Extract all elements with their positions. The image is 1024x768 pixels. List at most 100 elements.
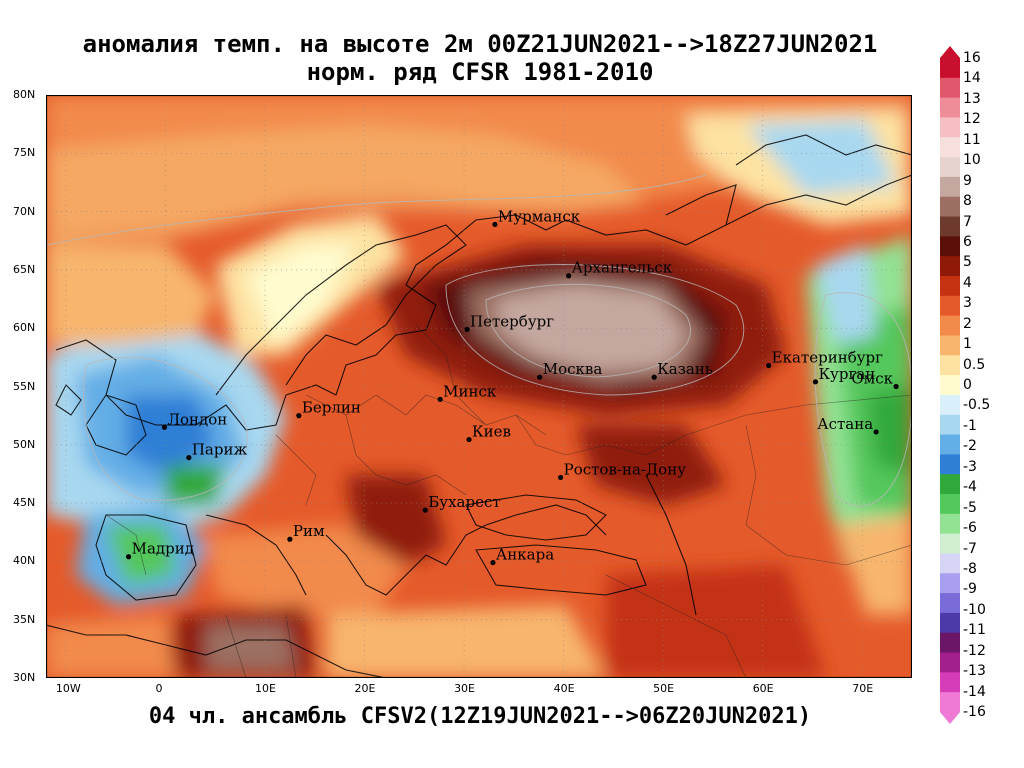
city-label: Берлин [302, 399, 361, 417]
lat-tick-label: 80N [13, 88, 36, 101]
colorbar-label: 16 [963, 50, 981, 66]
colorbar-swatch [940, 593, 960, 614]
colorbar-label: 6 [963, 233, 972, 250]
colorbar-label: -14 [963, 683, 986, 700]
city-label: Омск [851, 370, 893, 388]
colorbar-swatch [940, 157, 960, 178]
colorbar-label: 8 [963, 193, 972, 210]
city-label: Астана [817, 415, 873, 433]
colorbar-label: 9 [963, 172, 972, 189]
colorbar-label: -3 [963, 458, 977, 475]
colorbar-label: -12 [963, 642, 986, 659]
colorbar-swatch [940, 58, 960, 79]
colorbar-swatch [940, 375, 960, 396]
colorbar-label: 11 [963, 131, 981, 148]
colorbar-label: 2 [963, 315, 972, 332]
city-marker [565, 273, 572, 279]
city-marker [537, 374, 543, 380]
city-marker [186, 455, 192, 461]
colorbar-label: -9 [963, 581, 977, 598]
city-layer: Мурманск Архангельск Петербург Москва Казань… [126, 207, 899, 566]
colorbar-label: -4 [963, 479, 977, 496]
colorbar-arrow-bottom [940, 712, 960, 724]
colorbar-label: -5 [963, 499, 977, 516]
colorbar-label: 7 [963, 213, 972, 230]
colorbar-swatch [940, 414, 960, 436]
city-label: Казань [657, 360, 713, 378]
lon-tick-label: 30E [454, 682, 476, 695]
lon-tick-label: 20E [354, 682, 376, 695]
colorbar [940, 46, 960, 724]
colorbar-label: -2 [963, 438, 977, 455]
city-label: Рим [293, 522, 325, 540]
lat-tick-label: 50N [13, 437, 36, 451]
lat-tick-label: 75N [13, 146, 36, 160]
lat-tick-label: 45N [13, 496, 36, 510]
city-label: Лондон [167, 410, 227, 428]
colorbar-label: -1 [963, 417, 977, 434]
colorbar-label: 12 [963, 111, 981, 128]
colorbar-swatch [940, 295, 960, 317]
city-marker [490, 559, 496, 566]
colorbar-label: -10 [963, 601, 986, 618]
city-marker [161, 424, 168, 430]
colorbar-label: -0.5 [963, 397, 991, 414]
city-marker [464, 326, 470, 332]
map-grid [46, 95, 912, 678]
lon-tick-label: 70E [852, 682, 874, 695]
city-marker [126, 554, 132, 560]
colorbar-label: 5 [963, 254, 972, 271]
colorbar-swatch [940, 335, 960, 356]
city-label: Мадрид [132, 540, 194, 558]
city-marker [437, 396, 443, 402]
colorbar-swatch [940, 256, 960, 277]
colorbar-label: 3 [963, 295, 972, 312]
colorbar-label: 4 [963, 274, 972, 291]
colorbar-swatch [940, 276, 960, 297]
lat-tick-label: 60N [13, 321, 36, 335]
lat-tick-label: 70N [13, 204, 36, 218]
colorbar-swatch [940, 612, 960, 634]
lon-tick-label: 60E [752, 682, 774, 695]
city-label: Париж [192, 441, 248, 459]
lat-tick-label: 35N [13, 612, 36, 626]
lon-tick-label: 10E [254, 682, 276, 695]
lon-tick-label: 0 [155, 682, 163, 695]
city-label: Москва [543, 360, 603, 378]
lat-tick-label: 55N [13, 379, 36, 393]
city-label: Мурманск [498, 207, 581, 225]
colorbar-swatch [940, 77, 960, 99]
city-marker [873, 429, 879, 435]
colorbar-swatch [940, 553, 960, 574]
city-marker [296, 413, 302, 419]
colorbar-arrow-top [940, 46, 960, 58]
colorbar-label: 0.5 [963, 356, 986, 373]
colorbar-label: 1 [963, 336, 972, 353]
colorbar-swatch [940, 394, 960, 416]
city-marker [466, 436, 472, 443]
colorbar-swatch [940, 315, 960, 336]
city-label: Архангельск [572, 259, 673, 277]
city-marker [287, 536, 293, 542]
city-label: Петербург [470, 312, 554, 330]
colorbar-swatch [940, 494, 960, 515]
colorbar-swatch [940, 533, 960, 554]
lon-tick-label: 10W [55, 682, 81, 695]
lat-tick-label: 30N [13, 671, 36, 684]
colorbar-swatch [940, 216, 960, 237]
colorbar-label: 13 [963, 90, 981, 107]
colorbar-swatch [940, 454, 960, 475]
colorbar-label: 0 [963, 377, 972, 393]
city-marker [558, 474, 564, 481]
colorbar-swatch [940, 632, 960, 654]
colorbar-swatch [940, 692, 960, 713]
colorbar-swatch [940, 672, 960, 693]
lat-tick-label: 40N [13, 554, 36, 568]
city-label: Бухарест [428, 493, 500, 511]
colorbar-label: 14 [963, 70, 981, 87]
city-label: Ростов-на-Дону [564, 460, 687, 478]
colorbar-label: -6 [963, 520, 977, 537]
colorbar-label: 10 [963, 152, 981, 169]
map-title-line2: норм. ряд CFSR 1981-2010 [306, 58, 654, 86]
city-marker [492, 221, 498, 228]
